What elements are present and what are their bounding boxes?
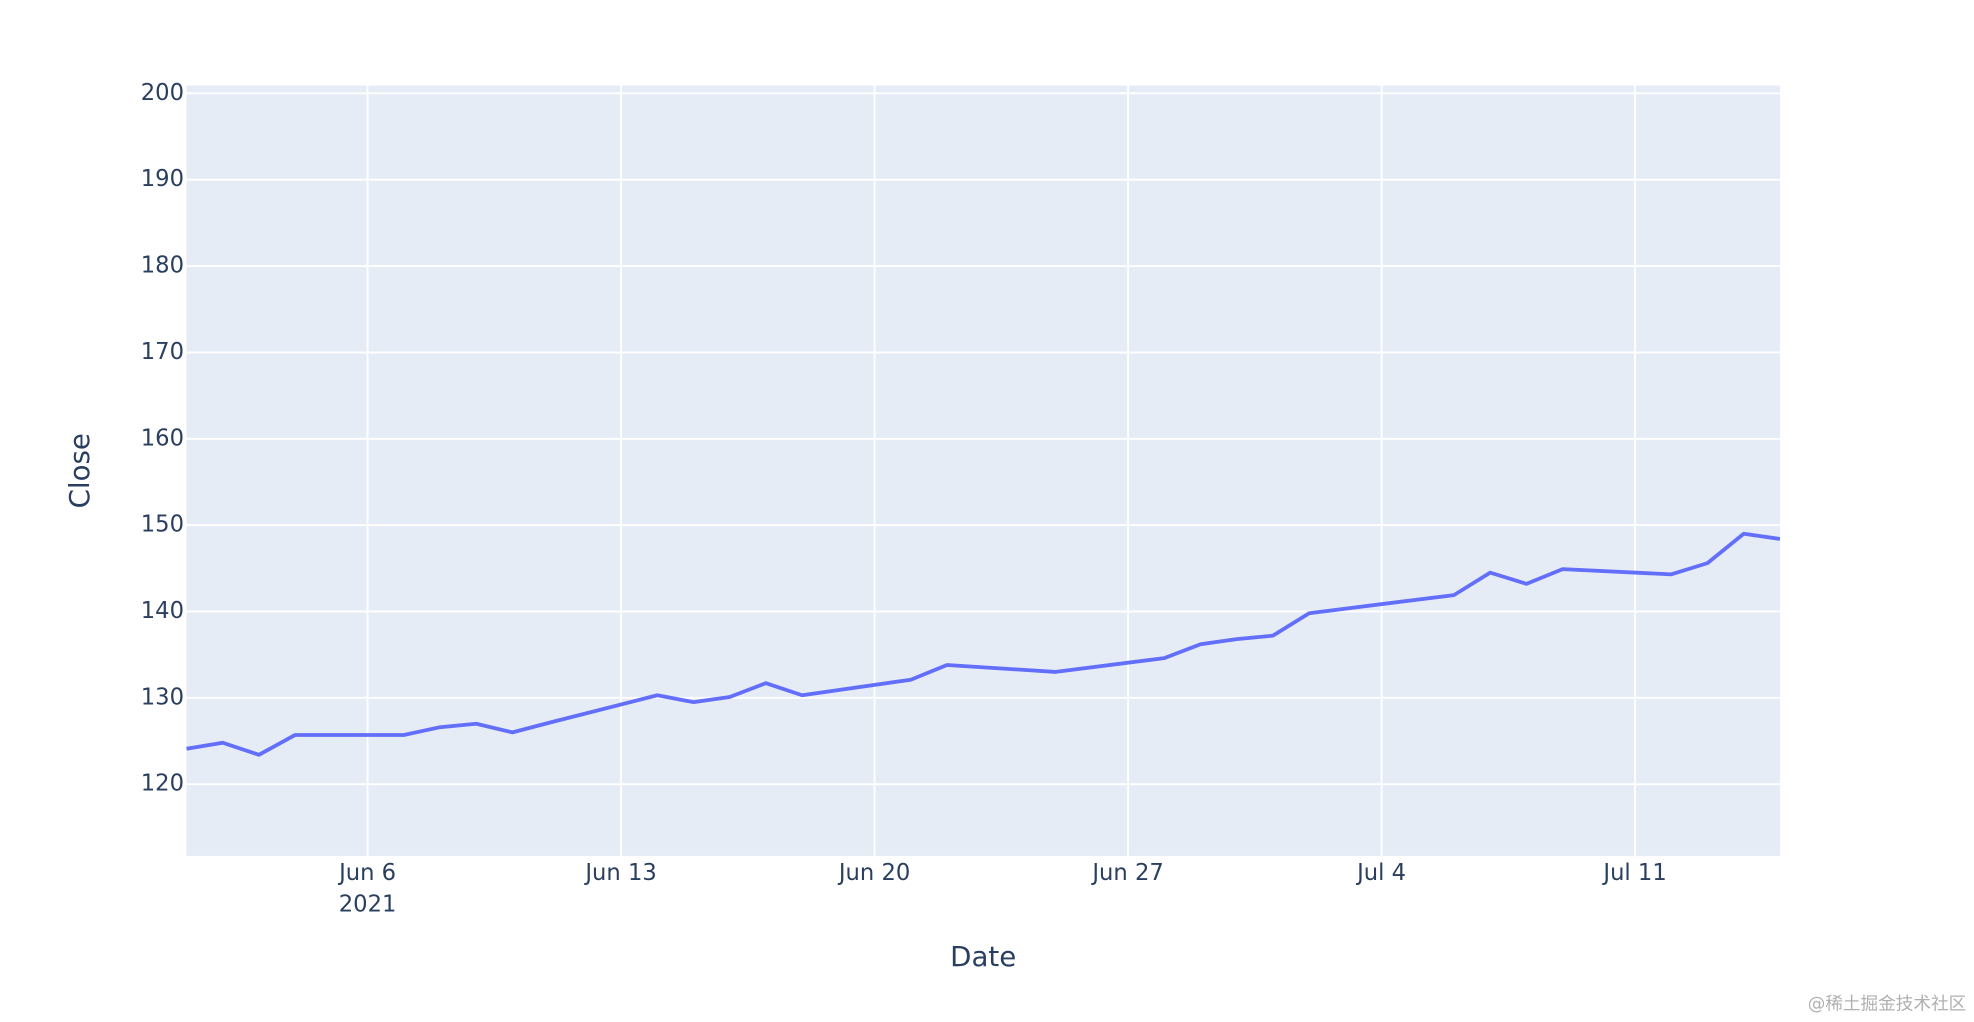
y-tick-label: 140 xyxy=(141,598,184,624)
y-axis-title: Close xyxy=(63,433,96,508)
plot-area xyxy=(186,85,1780,856)
x-tick-label: Jun 13 xyxy=(583,860,656,886)
y-tick-label: 180 xyxy=(141,253,184,279)
y-tick-label: 130 xyxy=(141,684,184,710)
y-tick-label: 190 xyxy=(141,166,184,192)
line xyxy=(186,531,1781,757)
y-tick-label: 170 xyxy=(141,339,184,365)
watermark: @稀土掘金技术社区 xyxy=(1808,994,1966,1014)
x-tick-label: Jul 4 xyxy=(1355,860,1406,886)
x-tick-year: 2021 xyxy=(339,891,397,917)
y-tick-label: 150 xyxy=(141,512,184,538)
y-tick-label: 120 xyxy=(141,771,184,797)
x-axis-title: Date xyxy=(950,940,1016,973)
x-tick-label: Jul 11 xyxy=(1601,860,1666,886)
x-tick-label: Jun 6 xyxy=(337,860,396,886)
x-tick-label: Jun 20 xyxy=(837,860,910,886)
y-tick-label: 200 xyxy=(141,80,184,106)
y-tick-label: 160 xyxy=(141,425,184,451)
x-tick-label: Jun 27 xyxy=(1090,860,1163,886)
